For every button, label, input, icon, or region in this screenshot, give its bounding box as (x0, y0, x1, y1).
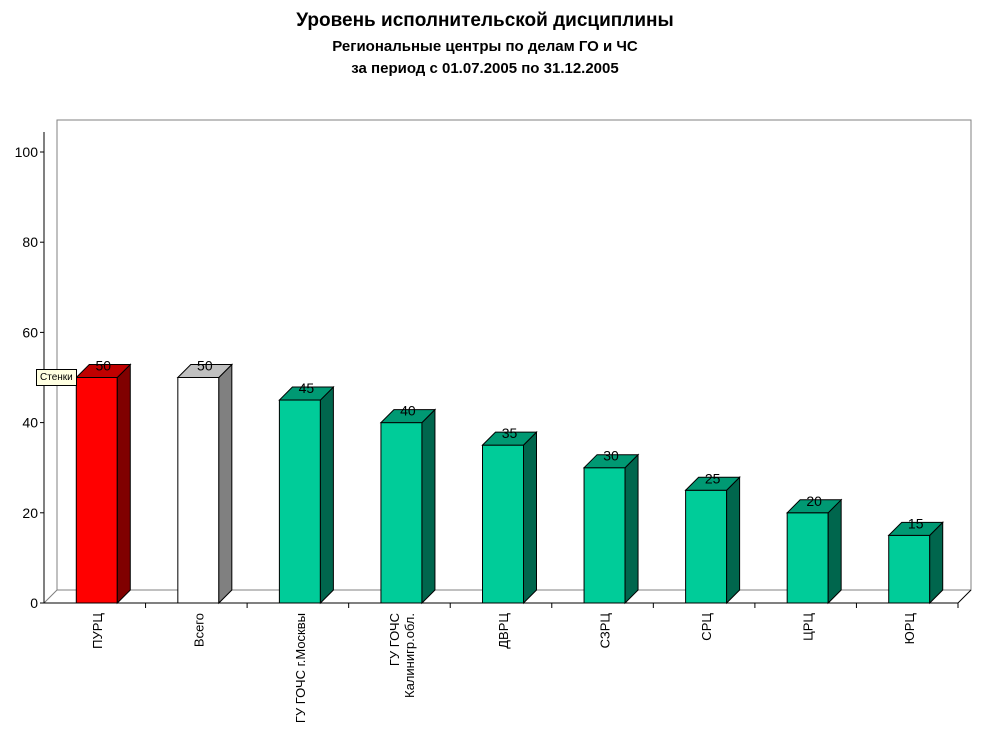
data-label-1: 50 (197, 358, 213, 374)
x-tick-label-7: ЦРЦ (801, 613, 816, 641)
bar-8 (888, 534, 931, 604)
x-tick-label-4: ДВРЦ (496, 613, 511, 649)
data-label-7: 20 (806, 493, 822, 509)
y-tick-label-20: 20 (22, 505, 38, 521)
bar-side-4 (523, 430, 537, 605)
x-tick-label-8: ЮРЦ (902, 613, 917, 645)
chart-title: Уровень исполнительской дисциплины (296, 10, 674, 31)
bar-2 (278, 399, 321, 604)
bar-side-7 (827, 498, 842, 605)
y-tick-label-0: 0 (30, 595, 38, 611)
y-tick-label-80: 80 (22, 234, 38, 250)
bar-side-6 (726, 476, 741, 605)
bar-7 (786, 512, 829, 604)
bar-top-5 (582, 454, 640, 469)
bar-top-3 (379, 409, 437, 424)
bar-side-5 (624, 453, 639, 605)
data-label-0: 50 (95, 358, 111, 374)
x-tick-label-3: Калинигр.обл. (402, 613, 417, 698)
x-tick-label-0: ПУРЦ (90, 613, 105, 649)
data-label-6: 25 (705, 470, 721, 486)
chart-period: за период с 01.07.2005 по 31.12.2005 (351, 60, 619, 77)
bar-6 (685, 489, 728, 604)
back-wall-left (43, 120, 58, 604)
bar-top-4 (481, 431, 538, 446)
bar-3 (380, 422, 423, 604)
bar-side-3 (421, 408, 436, 605)
y-tick-label-40: 40 (22, 415, 38, 431)
bar-side-0 (116, 363, 131, 605)
data-label-8: 15 (908, 515, 924, 531)
bar-top-6 (684, 476, 741, 491)
x-tick-label-2: ГУ ГОЧС г.Москвы (293, 613, 308, 723)
bar-1 (177, 377, 220, 604)
data-label-3: 40 (400, 403, 416, 419)
data-label-5: 30 (603, 448, 619, 464)
x-tick-label-3: ГУ ГОЧС (387, 613, 402, 666)
data-label-4: 35 (502, 425, 518, 441)
y-tick-label-100: 100 (15, 144, 39, 160)
bar-top-2 (278, 386, 335, 401)
data-label-2: 45 (299, 380, 315, 396)
bar-0 (75, 377, 118, 604)
chart-subtitle: Региональные центры по делам ГО и ЧС (332, 38, 638, 55)
bar-5 (583, 467, 626, 604)
x-tick-label-1: Всего (191, 613, 206, 647)
bar-top-7 (785, 499, 843, 514)
bar-side-8 (929, 521, 944, 605)
bar-top-8 (887, 521, 944, 536)
y-tick-label-60: 60 (22, 324, 38, 340)
bar-top-0 (75, 364, 132, 378)
bar-side-2 (319, 385, 334, 605)
bar-side-1 (218, 363, 233, 605)
x-tick-label-6: СРЦ (699, 613, 714, 641)
x-tick-label-5: СЗРЦ (598, 613, 613, 649)
bar-top-1 (176, 364, 234, 378)
tooltip: Стенки (36, 369, 77, 386)
bar-4 (482, 444, 524, 604)
